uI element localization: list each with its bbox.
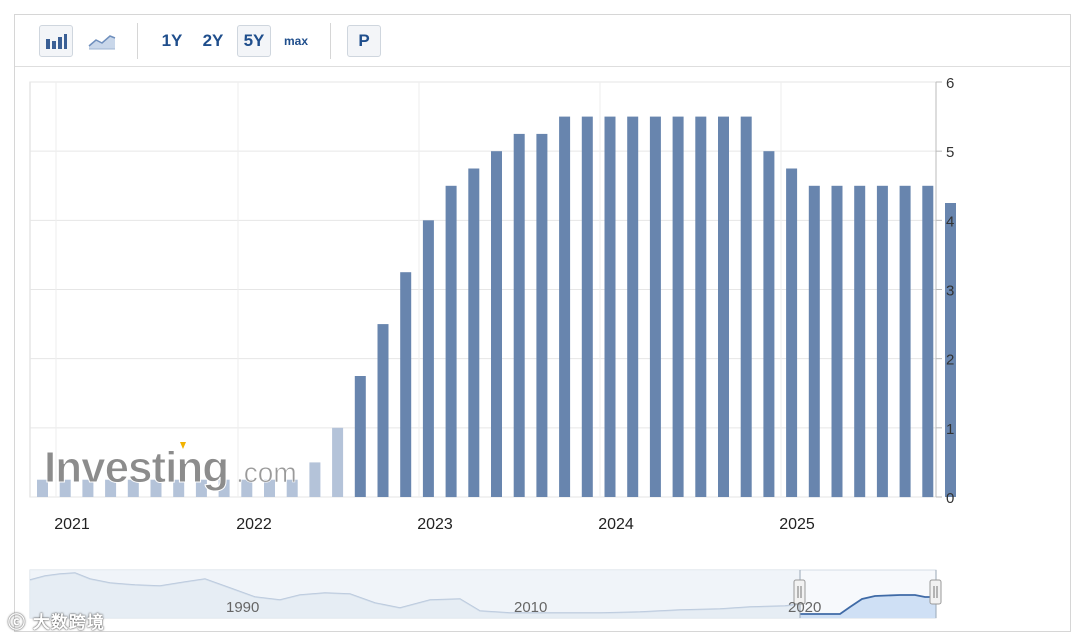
navigator[interactable]: 1990 2010 2020: [29, 569, 942, 619]
investing-logo: Investing .com: [44, 442, 297, 493]
bar[interactable]: [264, 479, 275, 497]
navigator-label: 2020: [788, 599, 821, 616]
range-max-button[interactable]: max: [283, 34, 309, 48]
bar[interactable]: [899, 185, 911, 498]
bar[interactable]: [400, 272, 412, 497]
bar[interactable]: [241, 479, 253, 497]
x-tick-label: 2025: [779, 516, 815, 533]
x-tick-label: 2024: [598, 516, 634, 533]
bar[interactable]: [831, 185, 843, 498]
bar[interactable]: [513, 133, 525, 497]
bar[interactable]: [581, 116, 593, 497]
range-2y-button[interactable]: 2Y: [202, 31, 224, 50]
bar[interactable]: [354, 376, 366, 497]
bar[interactable]: [672, 116, 684, 497]
navigator-history-area: [30, 573, 800, 618]
range-5y-button[interactable]: 5Y: [237, 25, 271, 57]
y-tick-label: 4: [946, 213, 954, 230]
navigator-selected-line: [800, 594, 936, 615]
y-axis: 0 1 2 3 4 5 6: [935, 75, 954, 507]
bar[interactable]: [286, 479, 298, 497]
bar[interactable]: [854, 185, 866, 498]
navigator-label: 2010: [514, 599, 547, 616]
bar[interactable]: [150, 479, 162, 497]
bar[interactable]: [627, 116, 639, 497]
toolbar-divider: [137, 23, 138, 59]
x-tick-label: 2022: [236, 516, 272, 533]
x-axis: 2021 2022 2023 2024 2025: [54, 516, 815, 533]
y-tick-label: 0: [946, 490, 954, 507]
area-chart-button[interactable]: [85, 25, 119, 57]
navigator-right-handle[interactable]: [929, 579, 942, 605]
bar[interactable]: [604, 116, 616, 497]
area-chart-icon: [88, 35, 116, 50]
navigator-selected-area: [800, 595, 936, 618]
y-tick-label: 5: [946, 144, 954, 161]
bar-chart-icon: [46, 34, 67, 49]
bar[interactable]: [218, 479, 230, 497]
p-button[interactable]: P: [347, 25, 381, 57]
bar[interactable]: [786, 168, 798, 498]
bar[interactable]: [536, 133, 548, 497]
bar[interactable]: [82, 479, 94, 497]
bar[interactable]: [309, 462, 321, 497]
bar[interactable]: [945, 203, 956, 497]
bar[interactable]: [468, 168, 480, 498]
y-tick-label: 3: [946, 283, 954, 300]
bar[interactable]: [445, 185, 457, 498]
bar[interactable]: [59, 479, 71, 497]
bar[interactable]: [127, 479, 139, 497]
logo-brand: Investing: [44, 443, 228, 492]
bar[interactable]: [332, 427, 344, 497]
bar[interactable]: [173, 479, 185, 497]
bar[interactable]: [559, 116, 571, 497]
bar[interactable]: [740, 116, 752, 497]
grid: [29, 81, 937, 498]
bar[interactable]: [105, 479, 117, 497]
bar[interactable]: [763, 151, 775, 497]
bar[interactable]: [922, 185, 934, 498]
watermark: ⓒ 大数跨境: [8, 608, 105, 633]
bar[interactable]: [37, 479, 48, 497]
y-tick-label: 2: [946, 352, 954, 369]
toolbar-divider: [330, 23, 331, 59]
watermark-text: 大数跨境: [32, 613, 105, 633]
x-tick-label: 2021: [54, 516, 90, 533]
bar[interactable]: [649, 116, 661, 497]
bar[interactable]: [695, 116, 707, 497]
toolbar: 1Y 2Y 5Y max P: [15, 15, 1070, 67]
bar[interactable]: [718, 116, 729, 497]
logo-suffix: .com: [236, 457, 297, 488]
x-tick-label: 2023: [417, 516, 453, 533]
range-1y-button[interactable]: 1Y: [161, 31, 183, 50]
watermark-logo-icon: ⓒ: [8, 613, 33, 633]
bar[interactable]: [876, 185, 888, 498]
navigator-label: 1990: [226, 599, 259, 616]
y-tick-label: 6: [946, 75, 954, 92]
bar[interactable]: [491, 151, 502, 497]
y-tick-label: 1: [946, 421, 954, 438]
bars: [37, 116, 956, 498]
navigator-left-handle[interactable]: [793, 579, 806, 605]
bar[interactable]: [422, 220, 434, 498]
bar[interactable]: [377, 324, 389, 497]
bar[interactable]: [808, 185, 820, 498]
bar[interactable]: [195, 479, 207, 497]
logo-dot-icon: [180, 442, 186, 449]
bar-chart-button[interactable]: [39, 25, 73, 57]
